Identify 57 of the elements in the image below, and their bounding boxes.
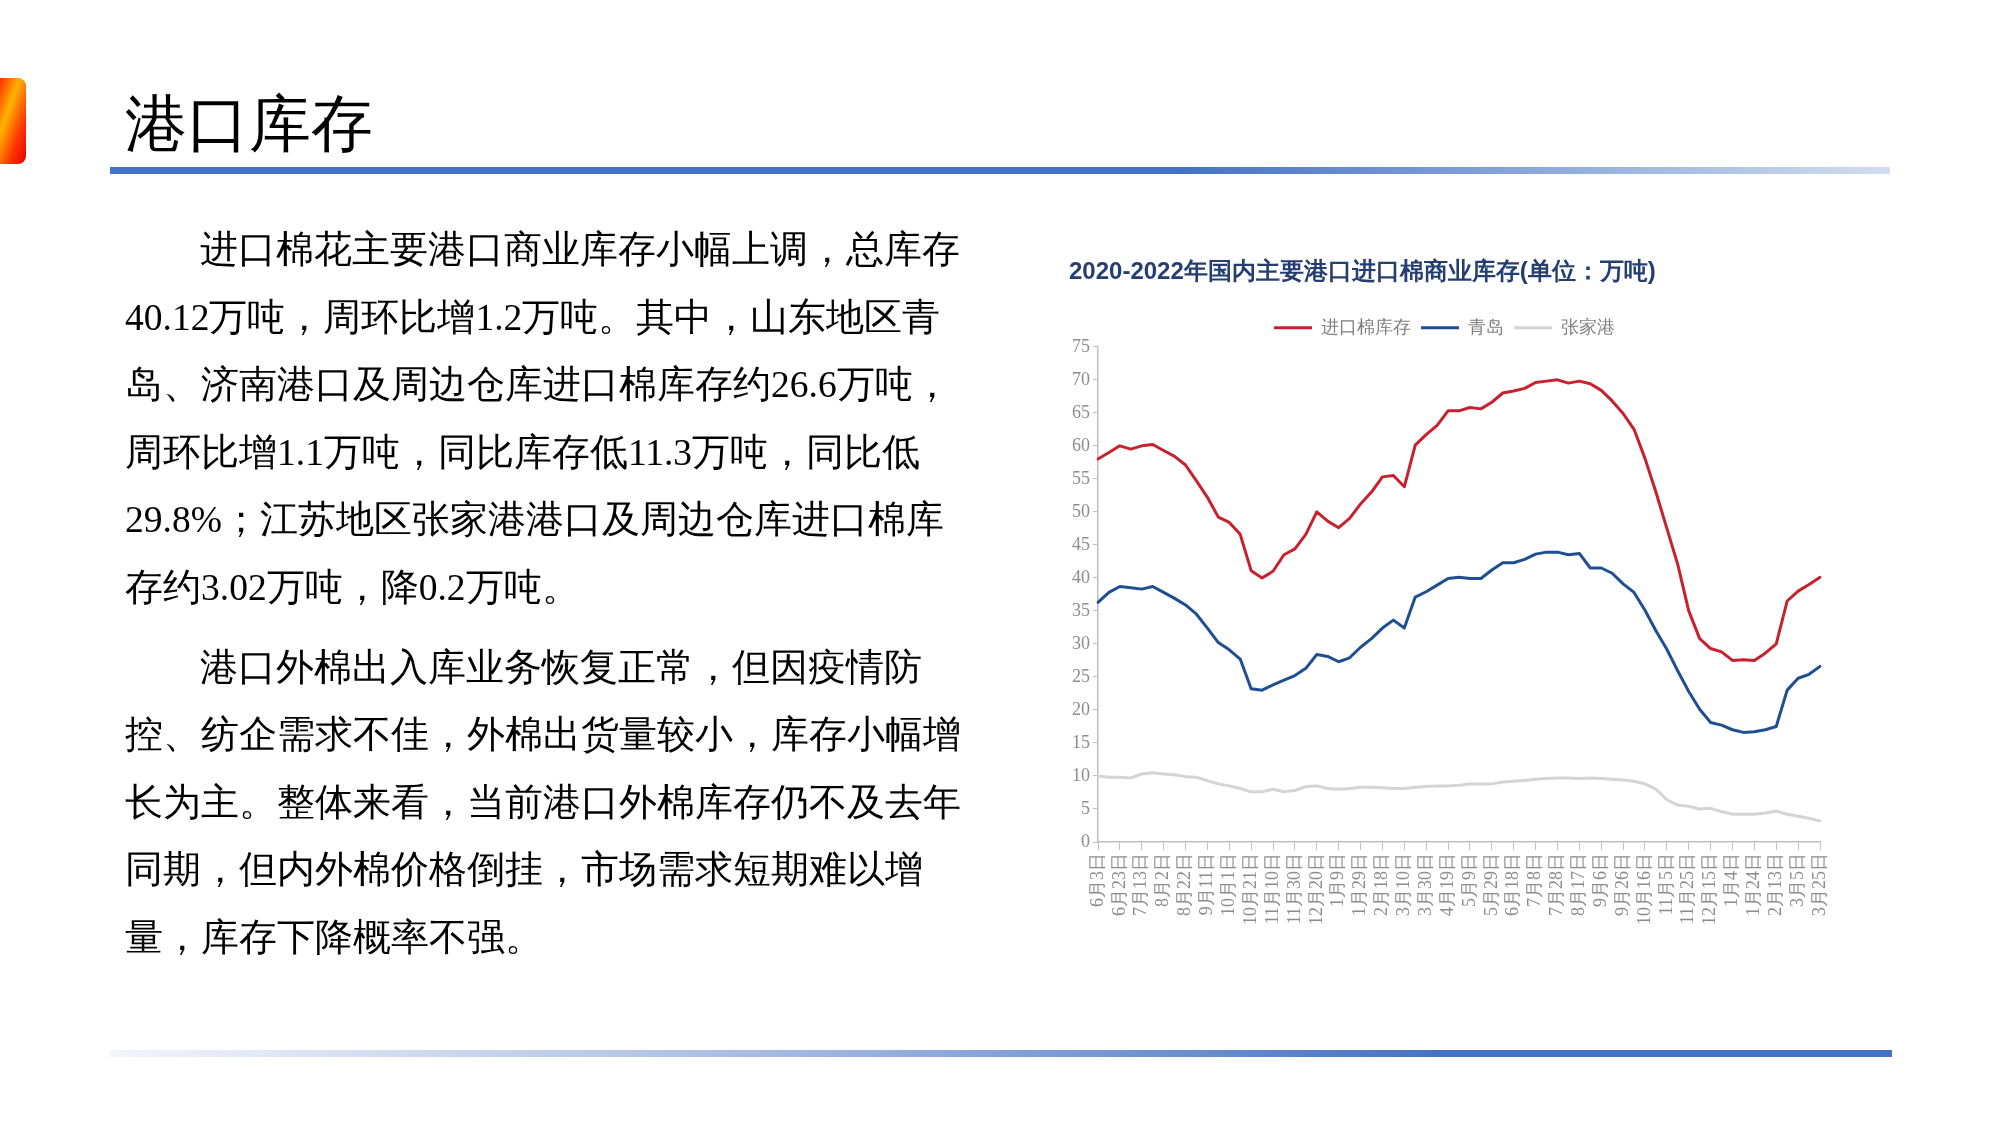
x-tick-label: 2月13日 bbox=[1764, 853, 1785, 916]
x-tick-label: 1月9日 bbox=[1327, 853, 1348, 907]
x-tick-label: 6月23日 bbox=[1108, 853, 1129, 916]
y-tick-label: 55 bbox=[1072, 467, 1090, 488]
y-tick-label: 5 bbox=[1081, 797, 1090, 818]
x-tick-label: 10月1日 bbox=[1218, 853, 1239, 916]
x-tick-label: 12月20日 bbox=[1305, 853, 1326, 925]
x-tick-label: 12月15日 bbox=[1699, 853, 1720, 925]
x-tick-label: 3月10日 bbox=[1393, 853, 1414, 916]
x-tick-label: 7月28日 bbox=[1546, 853, 1567, 916]
x-tick-label: 3月5日 bbox=[1786, 853, 1807, 907]
x-tick-label: 11月10日 bbox=[1261, 853, 1282, 925]
y-tick-label: 30 bbox=[1072, 632, 1090, 653]
x-tick-label: 6月18日 bbox=[1502, 853, 1523, 916]
x-tick-label: 4月19日 bbox=[1436, 853, 1457, 916]
legend-label: 青岛 bbox=[1468, 316, 1504, 337]
x-tick-label: 8月22日 bbox=[1174, 853, 1195, 916]
x-tick-label: 10月21日 bbox=[1239, 853, 1260, 925]
x-tick-label: 3月25日 bbox=[1808, 853, 1829, 916]
text: 进口棉花主要港口商业库存小幅上调，总库存40.12万吨，周环比增1.2万吨。其中，山东地区青岛、济南港口及周边仓库进口棉库存约26.6万吨，周环比增1.1万吨，同比库存低11.3万吨，同比低29.8%；江苏地区张家港港口及周边仓库进口棉库存约3.02万吨，降0.2万吨。 bbox=[125, 228, 961, 610]
y-tick-label: 65 bbox=[1072, 401, 1090, 422]
x-tick-label: 10月16日 bbox=[1633, 853, 1654, 925]
y-tick-label: 35 bbox=[1072, 599, 1090, 620]
x-tick-label: 1月29日 bbox=[1349, 853, 1370, 916]
y-tick-label: 70 bbox=[1072, 368, 1090, 389]
y-tick-label: 15 bbox=[1072, 731, 1090, 752]
x-tick-label: 11月25日 bbox=[1677, 853, 1698, 925]
x-tick-label: 5月29日 bbox=[1480, 853, 1501, 916]
x-tick-label: 11月5日 bbox=[1655, 853, 1676, 916]
x-tick-label: 7月13日 bbox=[1130, 853, 1151, 916]
legend-label: 张家港 bbox=[1561, 316, 1615, 337]
x-tick-label: 1月24日 bbox=[1743, 853, 1764, 916]
y-tick-label: 50 bbox=[1072, 500, 1090, 521]
y-tick-label: 25 bbox=[1072, 665, 1090, 686]
x-tick-label: 9月11日 bbox=[1196, 853, 1217, 916]
x-tick-label: 6月3日 bbox=[1086, 853, 1107, 907]
x-tick-label: 9月26日 bbox=[1611, 853, 1632, 916]
x-tick-label: 9月6日 bbox=[1589, 853, 1610, 907]
x-tick-label: 5月9日 bbox=[1458, 853, 1479, 907]
x-tick-label: 1月4日 bbox=[1721, 853, 1742, 907]
y-tick-label: 10 bbox=[1072, 764, 1090, 785]
x-tick-label: 2月18日 bbox=[1371, 853, 1392, 916]
y-tick-label: 0 bbox=[1081, 830, 1090, 851]
text: 港口外棉出入库业务恢复正常，但因疫情防控、纺企需求不佳，外棉出货量较小，库存小幅增长为主。整体来看，当前港口外棉库存仍不及去年同期，但内外棉价格倒挂，市场需求短期难以增量，库存下降概率不强。 bbox=[125, 645, 962, 960]
x-tick-label: 11月30日 bbox=[1283, 853, 1304, 925]
y-tick-label: 40 bbox=[1072, 566, 1090, 587]
x-tick-label: 7月8日 bbox=[1524, 853, 1545, 907]
legend-label: 进口棉库存 bbox=[1321, 316, 1411, 337]
chart-title: 2020-2022年国内主要港口进口棉商业库存(单位：万吨) bbox=[1069, 257, 1656, 285]
x-tick-label: 8月2日 bbox=[1152, 853, 1173, 907]
y-tick-label: 20 bbox=[1072, 698, 1090, 719]
x-tick-label: 3月30日 bbox=[1414, 853, 1435, 916]
x-tick-label: 8月17日 bbox=[1568, 853, 1589, 916]
y-tick-label: 75 bbox=[1072, 335, 1090, 356]
y-tick-label: 45 bbox=[1072, 533, 1090, 554]
y-tick-label: 60 bbox=[1072, 434, 1090, 455]
text: 港口库存 bbox=[125, 89, 373, 160]
